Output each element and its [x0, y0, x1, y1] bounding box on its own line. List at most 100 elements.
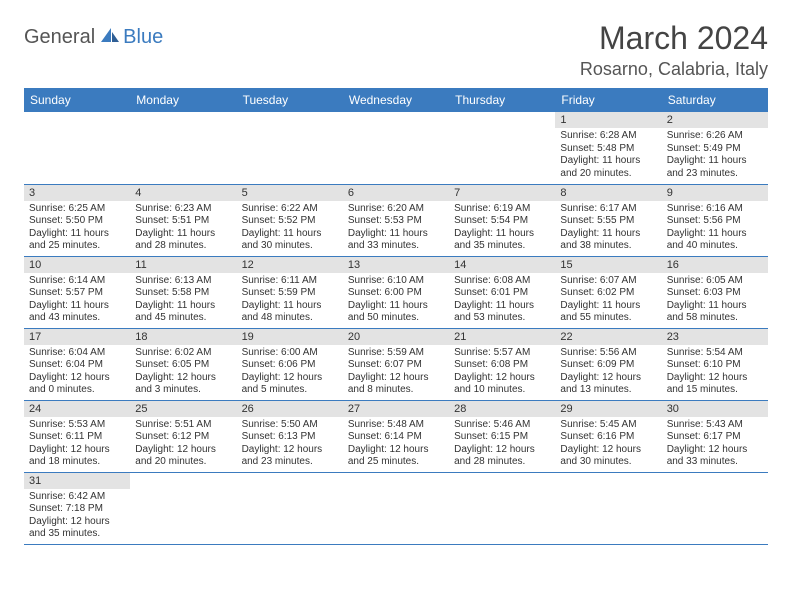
- day-details: Sunrise: 6:23 AMSunset: 5:51 PMDaylight:…: [130, 201, 236, 256]
- weekday-header: Saturday: [662, 88, 768, 112]
- daylight-text: Daylight: 12 hours and 23 minutes.: [242, 444, 338, 469]
- calendar-cell: 1Sunrise: 6:28 AMSunset: 5:48 PMDaylight…: [555, 112, 661, 184]
- sunrise-text: Sunrise: 6:28 AM: [560, 130, 656, 143]
- day-details: Sunrise: 6:28 AMSunset: 5:48 PMDaylight:…: [555, 128, 661, 183]
- weekday-header-row: SundayMondayTuesdayWednesdayThursdayFrid…: [24, 88, 768, 112]
- sunrise-text: Sunrise: 6:10 AM: [348, 275, 444, 288]
- day-details: Sunrise: 6:00 AMSunset: 6:06 PMDaylight:…: [237, 345, 343, 400]
- daylight-text: Daylight: 12 hours and 35 minutes.: [29, 516, 125, 541]
- sunset-text: Sunset: 6:12 PM: [135, 431, 231, 444]
- weekday-header: Sunday: [24, 88, 130, 112]
- calendar-cell: 22Sunrise: 5:56 AMSunset: 6:09 PMDayligh…: [555, 328, 661, 400]
- day-number: 12: [237, 257, 343, 273]
- sunset-text: Sunset: 6:07 PM: [348, 359, 444, 372]
- calendar-body: 1Sunrise: 6:28 AMSunset: 5:48 PMDaylight…: [24, 112, 768, 544]
- calendar-cell-empty: [130, 472, 236, 544]
- sunset-text: Sunset: 6:13 PM: [242, 431, 338, 444]
- weekday-header: Friday: [555, 88, 661, 112]
- sunset-text: Sunset: 6:06 PM: [242, 359, 338, 372]
- sunrise-text: Sunrise: 5:51 AM: [135, 419, 231, 432]
- logo: General Blue: [24, 26, 163, 49]
- day-number: 16: [662, 257, 768, 273]
- sunset-text: Sunset: 5:59 PM: [242, 287, 338, 300]
- day-number: 31: [24, 473, 130, 489]
- day-details: Sunrise: 6:14 AMSunset: 5:57 PMDaylight:…: [24, 273, 130, 328]
- calendar-row: 3Sunrise: 6:25 AMSunset: 5:50 PMDaylight…: [24, 184, 768, 256]
- calendar-cell: 7Sunrise: 6:19 AMSunset: 5:54 PMDaylight…: [449, 184, 555, 256]
- calendar-cell-empty: [237, 472, 343, 544]
- daylight-text: Daylight: 11 hours and 38 minutes.: [560, 228, 656, 253]
- daylight-text: Daylight: 12 hours and 33 minutes.: [667, 444, 763, 469]
- day-details: Sunrise: 6:20 AMSunset: 5:53 PMDaylight:…: [343, 201, 449, 256]
- calendar-cell: 31 Sunrise: 6:42 AMSunset: 7:18 PMDayligh…: [24, 472, 130, 544]
- sunset-text: Sunset: 6:08 PM: [454, 359, 550, 372]
- calendar-cell-empty: [343, 112, 449, 184]
- daylight-text: Daylight: 11 hours and 23 minutes.: [667, 155, 763, 180]
- calendar-cell-empty: [662, 472, 768, 544]
- sunrise-text: Sunrise: 6:05 AM: [667, 275, 763, 288]
- calendar-row: 24Sunrise: 5:53 AMSunset: 6:11 PMDayligh…: [24, 400, 768, 472]
- sunrise-text: Sunrise: 6:16 AM: [667, 203, 763, 216]
- day-details: Sunrise: 6:26 AMSunset: 5:49 PMDaylight:…: [662, 128, 768, 183]
- logo-text-general: General: [24, 26, 95, 49]
- calendar-cell: 11Sunrise: 6:13 AMSunset: 5:58 PMDayligh…: [130, 256, 236, 328]
- header: General Blue March 2024 Rosarno, Calabri…: [24, 20, 768, 80]
- day-details: Sunrise: 6:04 AMSunset: 6:04 PMDaylight:…: [24, 345, 130, 400]
- calendar-cell: 28Sunrise: 5:46 AMSunset: 6:15 PMDayligh…: [449, 400, 555, 472]
- day-details: Sunrise: 6:10 AMSunset: 6:00 PMDaylight:…: [343, 273, 449, 328]
- sunset-text: Sunset: 5:49 PM: [667, 143, 763, 156]
- page-title: March 2024: [580, 20, 768, 57]
- sunrise-text: Sunrise: 6:04 AM: [29, 347, 125, 360]
- calendar-cell: 20Sunrise: 5:59 AMSunset: 6:07 PMDayligh…: [343, 328, 449, 400]
- calendar-cell: 21Sunrise: 5:57 AMSunset: 6:08 PMDayligh…: [449, 328, 555, 400]
- day-number: 29: [555, 401, 661, 417]
- daylight-text: Daylight: 12 hours and 18 minutes.: [29, 444, 125, 469]
- sunset-text: Sunset: 5:50 PM: [29, 215, 125, 228]
- sunset-text: Sunset: 5:51 PM: [135, 215, 231, 228]
- daylight-text: Daylight: 11 hours and 25 minutes.: [29, 228, 125, 253]
- daylight-text: Daylight: 12 hours and 28 minutes.: [454, 444, 550, 469]
- calendar-cell-empty: [343, 472, 449, 544]
- daylight-text: Daylight: 11 hours and 55 minutes.: [560, 300, 656, 325]
- sunrise-text: Sunrise: 5:43 AM: [667, 419, 763, 432]
- sunset-text: Sunset: 5:48 PM: [560, 143, 656, 156]
- calendar-cell: 19Sunrise: 6:00 AMSunset: 6:06 PMDayligh…: [237, 328, 343, 400]
- day-details: Sunrise: 5:45 AMSunset: 6:16 PMDaylight:…: [555, 417, 661, 472]
- calendar-cell: 26Sunrise: 5:50 AMSunset: 6:13 PMDayligh…: [237, 400, 343, 472]
- day-details: Sunrise: 6:05 AMSunset: 6:03 PMDaylight:…: [662, 273, 768, 328]
- day-details: Sunrise: 6:19 AMSunset: 5:54 PMDaylight:…: [449, 201, 555, 256]
- calendar-cell: 30Sunrise: 5:43 AMSunset: 6:17 PMDayligh…: [662, 400, 768, 472]
- sunset-text: Sunset: 5:53 PM: [348, 215, 444, 228]
- day-details: Sunrise: 5:54 AMSunset: 6:10 PMDaylight:…: [662, 345, 768, 400]
- day-number: 4: [130, 185, 236, 201]
- daylight-text: Daylight: 12 hours and 30 minutes.: [560, 444, 656, 469]
- sunrise-text: Sunrise: 6:42 AM: [29, 491, 125, 504]
- day-number: 27: [343, 401, 449, 417]
- day-number: 28: [449, 401, 555, 417]
- sunset-text: Sunset: 6:09 PM: [560, 359, 656, 372]
- calendar-cell-empty: [237, 112, 343, 184]
- sunset-text: Sunset: 5:52 PM: [242, 215, 338, 228]
- sunset-text: Sunset: 7:18 PM: [29, 503, 125, 516]
- sunset-text: Sunset: 6:17 PM: [667, 431, 763, 444]
- calendar-cell: 5Sunrise: 6:22 AMSunset: 5:52 PMDaylight…: [237, 184, 343, 256]
- day-details: Sunrise: 5:46 AMSunset: 6:15 PMDaylight:…: [449, 417, 555, 472]
- sunset-text: Sunset: 5:56 PM: [667, 215, 763, 228]
- calendar-cell: 29Sunrise: 5:45 AMSunset: 6:16 PMDayligh…: [555, 400, 661, 472]
- day-number: 19: [237, 329, 343, 345]
- daylight-text: Daylight: 12 hours and 13 minutes.: [560, 372, 656, 397]
- calendar-cell: 9Sunrise: 6:16 AMSunset: 5:56 PMDaylight…: [662, 184, 768, 256]
- sunset-text: Sunset: 6:01 PM: [454, 287, 550, 300]
- day-number: 5: [237, 185, 343, 201]
- daylight-text: Daylight: 11 hours and 20 minutes.: [560, 155, 656, 180]
- daylight-text: Daylight: 11 hours and 50 minutes.: [348, 300, 444, 325]
- sunset-text: Sunset: 6:10 PM: [667, 359, 763, 372]
- calendar-cell: 16Sunrise: 6:05 AMSunset: 6:03 PMDayligh…: [662, 256, 768, 328]
- day-details: Sunrise: 5:57 AMSunset: 6:08 PMDaylight:…: [449, 345, 555, 400]
- calendar-cell: 15Sunrise: 6:07 AMSunset: 6:02 PMDayligh…: [555, 256, 661, 328]
- day-number: 18: [130, 329, 236, 345]
- day-details: Sunrise: 6:16 AMSunset: 5:56 PMDaylight:…: [662, 201, 768, 256]
- sunrise-text: Sunrise: 6:26 AM: [667, 130, 763, 143]
- sunset-text: Sunset: 5:58 PM: [135, 287, 231, 300]
- daylight-text: Daylight: 12 hours and 20 minutes.: [135, 444, 231, 469]
